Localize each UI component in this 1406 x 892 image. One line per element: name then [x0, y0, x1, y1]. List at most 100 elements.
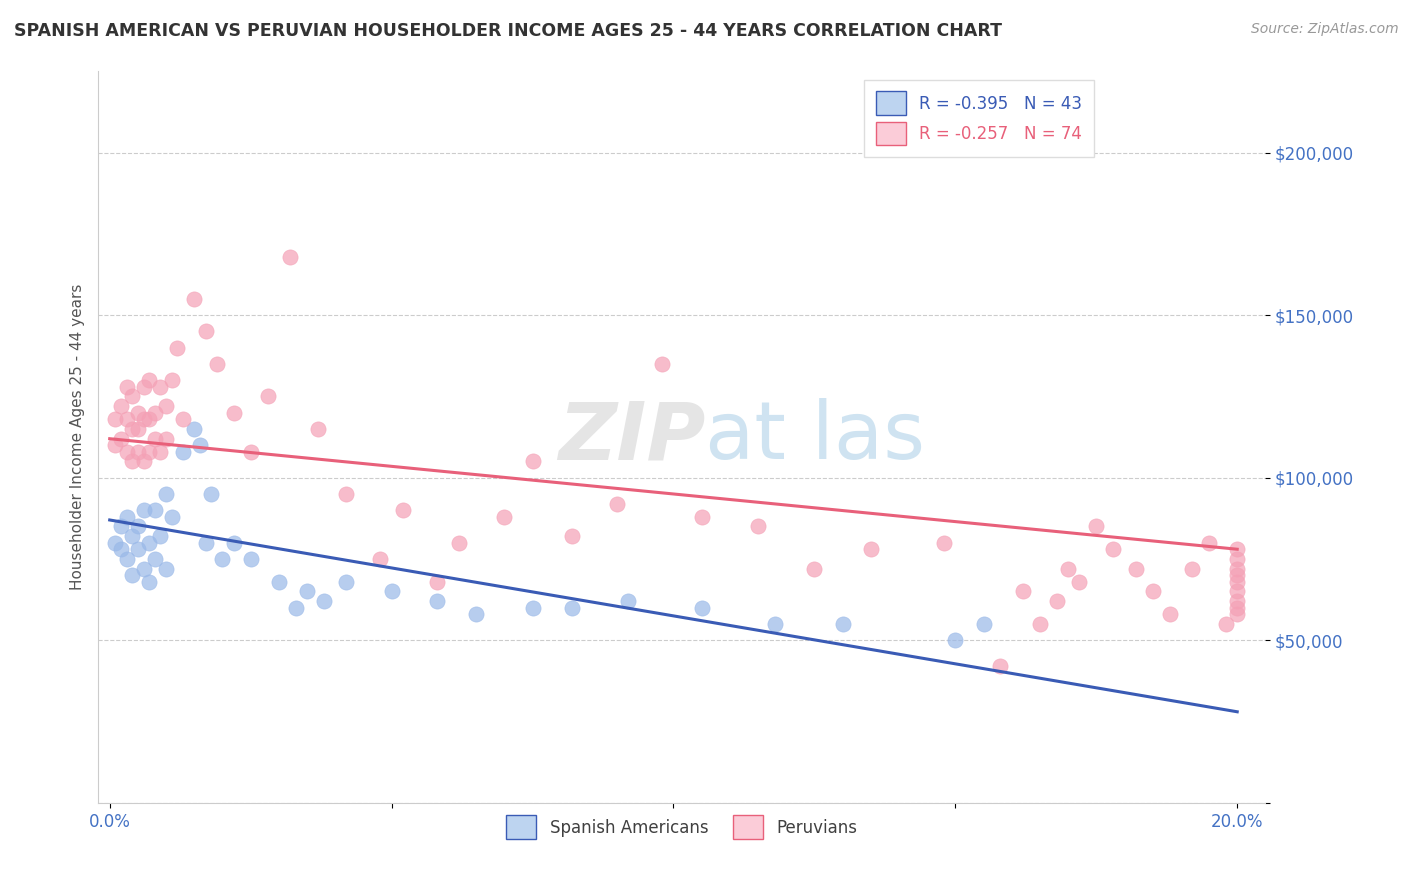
Point [690, 509, 713, 524]
Point [127, 444, 149, 458]
Point [110, 542, 132, 557]
Point [132, 454, 155, 468]
Point [138, 574, 160, 589]
Point [1159, 607, 1181, 622]
Point [426, 574, 449, 589]
Text: ZIP: ZIP [558, 398, 706, 476]
Point [1226, 607, 1249, 622]
Point [211, 552, 233, 566]
Point [138, 412, 160, 426]
Point [115, 412, 138, 426]
Point [149, 444, 172, 458]
Point [449, 535, 471, 549]
Point [381, 584, 404, 599]
Point [522, 600, 544, 615]
Point [1215, 617, 1237, 632]
Point [222, 535, 245, 549]
Point [1226, 574, 1249, 589]
Point [132, 503, 155, 517]
Point [138, 373, 160, 387]
Point [943, 633, 966, 648]
Point [651, 357, 673, 371]
Point [335, 574, 357, 589]
Point [155, 487, 177, 501]
Point [295, 584, 318, 599]
Point [110, 519, 132, 533]
Point [110, 399, 132, 413]
Point [132, 380, 155, 394]
Point [763, 617, 786, 632]
Point [104, 535, 127, 549]
Point [200, 487, 222, 501]
Point [143, 552, 166, 566]
Point [1226, 584, 1249, 599]
Point [222, 406, 245, 420]
Point [267, 574, 290, 589]
Point [465, 607, 488, 622]
Text: SPANISH AMERICAN VS PERUVIAN HOUSEHOLDER INCOME AGES 25 - 44 YEARS CORRELATION C: SPANISH AMERICAN VS PERUVIAN HOUSEHOLDER… [14, 22, 1002, 40]
Point [121, 454, 143, 468]
Point [1226, 562, 1249, 576]
Point [155, 562, 177, 576]
Point [149, 380, 172, 394]
Point [426, 594, 449, 608]
Point [155, 399, 177, 413]
Point [284, 600, 307, 615]
Point [1198, 535, 1220, 549]
Point [1029, 617, 1052, 632]
Point [1012, 584, 1035, 599]
Point [239, 444, 262, 458]
Point [312, 594, 335, 608]
Point [188, 438, 211, 452]
Point [132, 562, 155, 576]
Point [115, 380, 138, 394]
Point [1142, 584, 1164, 599]
Point [115, 509, 138, 524]
Point [121, 568, 143, 582]
Point [104, 438, 127, 452]
Point [690, 600, 713, 615]
Point [278, 250, 301, 264]
Point [115, 552, 138, 566]
Point [110, 432, 132, 446]
Point [1069, 574, 1091, 589]
Point [172, 412, 194, 426]
Point [127, 422, 149, 436]
Point [990, 659, 1012, 673]
Point [121, 422, 143, 436]
Point [606, 497, 628, 511]
Point [160, 373, 183, 387]
Point [183, 422, 205, 436]
Point [1102, 542, 1125, 557]
Point [1226, 568, 1249, 582]
Point [617, 594, 640, 608]
Point [494, 509, 516, 524]
Point [392, 503, 415, 517]
Point [127, 519, 149, 533]
Point [522, 454, 544, 468]
Y-axis label: Householder Income Ages 25 - 44 years: Householder Income Ages 25 - 44 years [69, 284, 84, 591]
Point [831, 617, 853, 632]
Point [143, 503, 166, 517]
Point [132, 412, 155, 426]
Point [932, 535, 955, 549]
Point [166, 341, 188, 355]
Point [561, 529, 583, 543]
Point [143, 406, 166, 420]
Point [138, 535, 160, 549]
Point [121, 389, 143, 403]
Point [1125, 562, 1147, 576]
Text: at las: at las [706, 398, 925, 476]
Point [1226, 600, 1249, 615]
Point [747, 519, 769, 533]
Point [1046, 594, 1069, 608]
Point [561, 600, 583, 615]
Point [121, 529, 143, 543]
Point [183, 292, 205, 306]
Point [1226, 542, 1249, 557]
Legend: Spanish Americans, Peruvians: Spanish Americans, Peruvians [499, 809, 865, 846]
Point [239, 552, 262, 566]
Point [1226, 552, 1249, 566]
Point [194, 535, 217, 549]
Point [973, 617, 995, 632]
